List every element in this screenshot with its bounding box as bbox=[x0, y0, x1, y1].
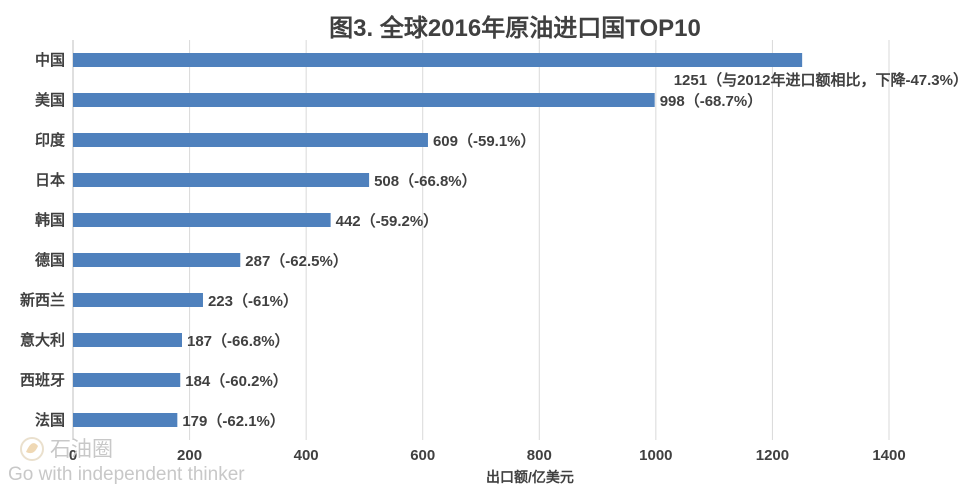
bar bbox=[73, 333, 182, 347]
x-tick-label: 1200 bbox=[756, 447, 789, 464]
category-label: 新西兰 bbox=[20, 291, 65, 309]
x-axis-label: 出口额/亿美元 bbox=[486, 469, 574, 485]
data-label: 508（-66.8%） bbox=[374, 172, 477, 190]
data-label: 998（-68.7%） bbox=[660, 92, 763, 110]
category-label: 日本 bbox=[35, 171, 65, 189]
category-label: 中国 bbox=[35, 51, 65, 69]
x-tick-label: 800 bbox=[527, 447, 552, 464]
category-label: 法国 bbox=[35, 411, 65, 429]
bar bbox=[73, 413, 178, 427]
category-label: 西班牙 bbox=[20, 371, 65, 389]
data-label: 1251（与2012年进口额相比，下降-47.3%） bbox=[674, 71, 968, 89]
watermark-logo-icon bbox=[20, 437, 44, 461]
category-label: 印度 bbox=[35, 131, 66, 149]
bar bbox=[73, 53, 803, 67]
x-tick-label: 600 bbox=[410, 447, 435, 464]
x-tick-label: 200 bbox=[177, 447, 202, 464]
category-label: 美国 bbox=[35, 91, 65, 109]
bar bbox=[73, 133, 428, 147]
data-label: 609（-59.1%） bbox=[433, 132, 536, 150]
data-label: 184（-60.2%） bbox=[185, 372, 288, 390]
x-tick-label: 1000 bbox=[639, 447, 672, 464]
data-label: 442（-59.2%） bbox=[336, 212, 439, 230]
bar bbox=[73, 373, 181, 387]
bar bbox=[73, 253, 241, 267]
x-tick-label: 0 bbox=[69, 447, 77, 464]
bar bbox=[73, 213, 331, 227]
bar bbox=[73, 93, 655, 107]
watermark-brand: 石油圈 bbox=[50, 438, 113, 461]
data-label: 287（-62.5%） bbox=[245, 252, 348, 270]
data-label: 187（-66.8%） bbox=[187, 332, 290, 350]
x-tick-labels: 0 200 400 600 800 1000 1200 1400 bbox=[69, 447, 906, 464]
category-label: 德国 bbox=[35, 251, 65, 269]
bars bbox=[73, 53, 803, 427]
x-tick-label: 1400 bbox=[872, 447, 905, 464]
chart-title: 图3. 全球2016年原油进口国TOP10 bbox=[329, 14, 701, 42]
category-label: 意大利 bbox=[20, 331, 65, 349]
data-label: 223（-61%） bbox=[208, 292, 298, 310]
category-label: 韩国 bbox=[35, 211, 65, 229]
watermark: 石油圈 Go with independent thinker bbox=[8, 437, 245, 485]
data-labels: 1251（与2012年进口额相比，下降-47.3%） 998（-68.7%） 609… bbox=[182, 71, 968, 430]
bar bbox=[73, 293, 203, 307]
x-tick-label: 400 bbox=[294, 447, 319, 464]
data-label: 179（-62.1%） bbox=[182, 412, 285, 430]
watermark-slogan: Go with independent thinker bbox=[8, 464, 245, 485]
bar bbox=[73, 173, 370, 187]
